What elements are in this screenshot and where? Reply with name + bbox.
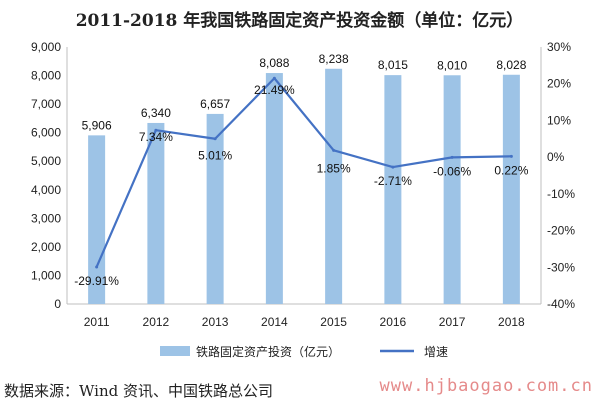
y-right-tick-label: 20% bbox=[547, 77, 571, 91]
legend-bar-swatch bbox=[160, 346, 190, 356]
bar bbox=[206, 113, 224, 304]
bar bbox=[443, 75, 461, 305]
bar bbox=[265, 73, 283, 304]
bar-value-label: 8,015 bbox=[378, 58, 408, 72]
growth-point bbox=[154, 128, 158, 132]
bar-value-label: 6,657 bbox=[200, 97, 230, 111]
y-right-tick-label: 0% bbox=[547, 150, 565, 164]
growth-value-label: 7.34% bbox=[139, 130, 173, 144]
y-right-tick-label: -40% bbox=[547, 297, 575, 311]
x-tick-label: 2016 bbox=[380, 315, 407, 329]
y-left-tick-label: 9,000 bbox=[31, 40, 61, 54]
bar bbox=[88, 135, 106, 304]
growth-point bbox=[332, 148, 336, 152]
watermark: www.hjbaogao.com.cn bbox=[379, 376, 593, 396]
y-right-tick-label: 10% bbox=[547, 113, 571, 127]
x-tick-label: 2017 bbox=[439, 315, 466, 329]
y-left-tick-label: 4,000 bbox=[31, 183, 61, 197]
x-tick-label: 2012 bbox=[143, 315, 170, 329]
growth-value-label: 0.22% bbox=[494, 163, 528, 177]
growth-point bbox=[272, 76, 276, 80]
growth-value-label: -2.71% bbox=[374, 174, 412, 188]
growth-point bbox=[391, 165, 395, 169]
y-left-tick-label: 1,000 bbox=[31, 268, 61, 282]
chart-title: 2011-2018 年我国铁路固定资产投资金额（单位：亿元） bbox=[75, 11, 524, 31]
y-left-tick-label: 0 bbox=[54, 297, 61, 311]
bar bbox=[147, 122, 165, 304]
growth-value-label: -29.91% bbox=[74, 274, 119, 288]
source-note: 数据来源：Wind 资讯、中国铁路总公司 bbox=[4, 382, 273, 400]
bar bbox=[384, 75, 402, 304]
y-left-tick-label: 5,000 bbox=[31, 154, 61, 168]
y-left-tick-label: 7,000 bbox=[31, 97, 61, 111]
growth-point bbox=[509, 154, 513, 158]
y-left-tick-label: 2,000 bbox=[31, 240, 61, 254]
bar-value-label: 6,340 bbox=[141, 106, 171, 120]
bar-value-label: 5,906 bbox=[82, 118, 112, 132]
x-tick-label: 2014 bbox=[261, 315, 288, 329]
growth-point bbox=[213, 137, 217, 141]
x-tick-label: 2015 bbox=[320, 315, 347, 329]
growth-value-label: 1.85% bbox=[317, 161, 351, 175]
x-tick-label: 2018 bbox=[498, 315, 525, 329]
growth-point bbox=[450, 155, 454, 159]
y-right-tick-label: -30% bbox=[547, 260, 575, 274]
bar bbox=[502, 74, 520, 304]
growth-value-label: 5.01% bbox=[198, 149, 232, 163]
legend-bar-label: 铁路固定资产投资（亿元） bbox=[196, 344, 340, 359]
y-right-tick-label: -10% bbox=[547, 187, 575, 201]
growth-point bbox=[95, 265, 99, 269]
bar-value-label: 8,238 bbox=[319, 52, 349, 66]
growth-value-label: -0.06% bbox=[433, 164, 471, 178]
growth-line bbox=[95, 77, 512, 268]
y-left-tick-label: 8,000 bbox=[31, 69, 61, 83]
x-tick-label: 2011 bbox=[84, 315, 110, 329]
bar bbox=[325, 68, 343, 304]
y-left-tick-label: 6,000 bbox=[31, 126, 61, 140]
y-left-tick-label: 3,000 bbox=[31, 211, 61, 225]
y-right-tick-label: -20% bbox=[547, 224, 575, 238]
y-right-tick-label: 30% bbox=[547, 40, 571, 54]
bar-value-label: 8,088 bbox=[259, 56, 289, 70]
legend-line-label: 增速 bbox=[424, 345, 448, 359]
x-tick-label: 2013 bbox=[202, 315, 229, 329]
bar-value-label: 8,010 bbox=[437, 58, 467, 72]
bar-value-label: 8,028 bbox=[496, 58, 526, 72]
growth-value-label: 21.49% bbox=[254, 83, 295, 97]
